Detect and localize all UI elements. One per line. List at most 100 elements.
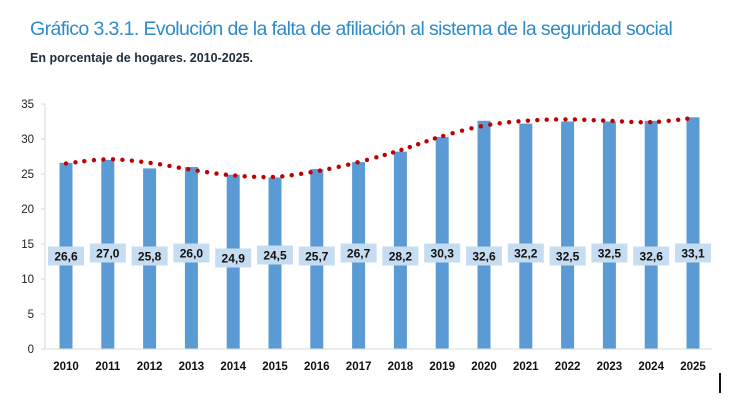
chart-subtitle: En porcentaje de hogares. 2010-2025. <box>30 51 254 65</box>
trendline-dot <box>364 157 370 163</box>
y-tick-label: 35 <box>21 99 34 111</box>
trendline-dot <box>488 122 493 127</box>
x-tick-label: 2019 <box>429 361 455 373</box>
data-label-box <box>549 246 586 266</box>
x-tick-label: 2024 <box>638 361 664 373</box>
trendline-dot <box>450 130 455 136</box>
trendline-dot <box>666 118 671 124</box>
trendline-dot <box>195 168 200 173</box>
trendline-dot <box>308 170 313 175</box>
data-label: 32,6 <box>472 250 496 264</box>
trendline-dot <box>63 161 69 166</box>
trendline-dot <box>478 124 484 129</box>
trendline-dot <box>582 117 587 122</box>
trendline-dot <box>525 118 531 123</box>
y-tick-label: 30 <box>21 134 34 146</box>
x-tick-label: 2025 <box>680 361 706 373</box>
data-labels: 26,6 27,0 25,8 26,0 24,9 24,5 25,7 26,7 28,2 30,3… <box>48 243 711 268</box>
data-label-box <box>131 246 168 266</box>
trendline-dot <box>261 174 266 180</box>
trendline-dot <box>298 171 304 177</box>
x-tick-label: 2010 <box>53 361 79 373</box>
bar-2023 <box>602 121 616 349</box>
x-tick-label: 2011 <box>95 361 121 373</box>
y-axis: 0 5 10 15 20 25 30 35 <box>21 99 46 356</box>
trendline-dot <box>516 119 521 124</box>
chart-title: Gráfico 3.3.1. Evolución de la falta de … <box>30 18 673 40</box>
data-label: 26,0 <box>180 247 204 261</box>
trendline-dot <box>73 160 78 165</box>
x-tick-label: 2020 <box>471 361 497 373</box>
trendline-dot <box>270 174 276 180</box>
trendline-dot <box>327 166 332 172</box>
trendline-dot <box>459 128 465 133</box>
text-cursor <box>719 373 721 393</box>
trendline-dot <box>289 173 294 178</box>
data-label-box <box>48 246 84 266</box>
trendline-dot <box>120 157 125 163</box>
trendline-dot <box>101 157 106 162</box>
data-label: 25,8 <box>138 250 162 264</box>
trendline-dot <box>432 136 438 141</box>
bar-2019 <box>435 136 449 349</box>
x-tick-label: 2022 <box>555 361 581 373</box>
x-tick-label: 2015 <box>262 361 288 373</box>
trendline-dot <box>497 121 502 126</box>
trendline-dot <box>399 147 404 153</box>
trendline-dot <box>82 158 87 164</box>
trendline-dot <box>675 117 681 122</box>
trendline-dot <box>619 119 625 124</box>
data-label-box <box>466 246 502 266</box>
bar-2025 <box>686 117 700 349</box>
trendline-dot <box>157 162 163 167</box>
y-tick-label: 10 <box>21 274 34 286</box>
data-label-box <box>257 245 293 265</box>
trendline-dot <box>407 144 413 150</box>
trendline-dot <box>336 164 341 170</box>
data-label-box <box>215 248 252 268</box>
data-label-box <box>340 243 377 263</box>
trendline-dot <box>148 160 153 166</box>
trendline <box>63 116 690 180</box>
bar-2024 <box>644 120 658 349</box>
x-tick-label: 2021 <box>513 361 539 373</box>
bar-2022 <box>561 121 575 349</box>
trendline-dot <box>441 133 446 139</box>
x-tick-label: 2016 <box>304 361 330 373</box>
trendline-dot <box>139 159 144 164</box>
trendline-dot <box>647 120 653 125</box>
data-label: 25,7 <box>305 250 329 264</box>
trendline-dot <box>214 171 219 176</box>
data-label-box <box>633 246 670 266</box>
trendline-dot <box>535 117 540 123</box>
y-tick-label: 0 <box>28 344 34 356</box>
data-label-box <box>675 243 711 263</box>
trendline-dot <box>544 117 549 122</box>
y-tick-label: 15 <box>21 239 34 251</box>
trendline-dot <box>242 174 247 179</box>
y-tick-label: 20 <box>21 204 34 216</box>
trendline-dot <box>572 117 578 122</box>
data-label: 24,9 <box>222 252 246 266</box>
trendline-dot <box>629 119 634 125</box>
trendline-dot <box>345 162 351 167</box>
data-label: 26,6 <box>54 250 78 264</box>
trendline-dot <box>110 157 116 162</box>
trendline-dot <box>638 120 643 125</box>
data-label: 30,3 <box>431 247 455 261</box>
trendline-dot <box>563 117 568 122</box>
trendline-dot <box>91 157 97 163</box>
data-label: 26,7 <box>347 247 371 261</box>
data-label-box <box>89 243 126 263</box>
x-tick-label: 2018 <box>388 361 414 373</box>
trendline-dot <box>390 150 396 155</box>
trendline-dot <box>469 126 474 131</box>
x-tick-label: 2012 <box>137 361 163 373</box>
trendline-dot <box>167 163 172 169</box>
x-tick-label: 2023 <box>597 361 623 373</box>
x-tick-label: 2013 <box>179 361 205 373</box>
trendline-dot <box>424 139 429 144</box>
x-tick-label: 2017 <box>346 361 372 373</box>
trendline-dot <box>223 172 229 177</box>
